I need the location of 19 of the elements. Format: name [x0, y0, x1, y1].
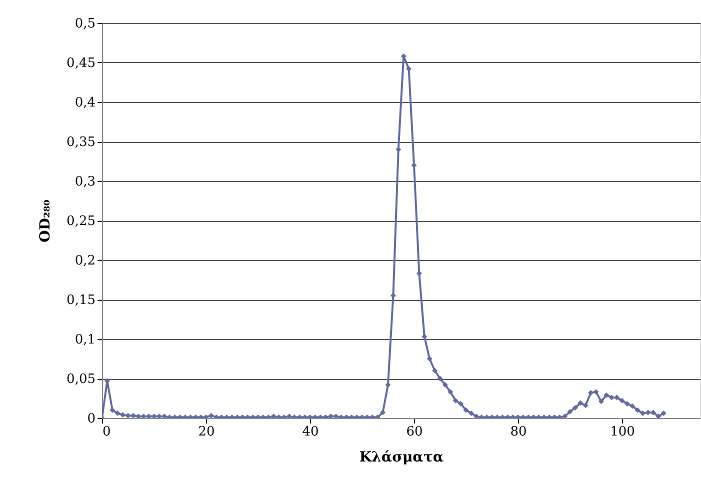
x-axis-title: Κλάσματα	[359, 450, 444, 466]
x-tick-label: 60	[406, 424, 423, 440]
y-tick-label: 0,1	[74, 332, 96, 348]
y-tick-label: 0,2	[74, 254, 96, 268]
x-tick-label: 40	[302, 424, 319, 440]
y-tick-label: 0	[87, 412, 96, 426]
y-tick-label: 0,15	[66, 293, 96, 308]
x-tick-label: 20	[198, 424, 215, 440]
x-tick-label: 100	[610, 424, 635, 440]
y-tick-label: 0,05	[66, 372, 96, 387]
y-tick-label: 0,5	[74, 16, 96, 32]
y-axis-title: OD₂₈₀	[38, 200, 54, 242]
y-tick-label: 0,4	[74, 96, 96, 110]
y-tick-label: 0,25	[66, 214, 96, 229]
y-tick-label: 0,3	[74, 174, 96, 190]
x-tick-label: 0	[102, 424, 111, 440]
y-tick-label: 0,45	[66, 56, 96, 71]
x-tick-label: 80	[510, 424, 527, 440]
y-tick-label: 0,35	[66, 135, 96, 150]
